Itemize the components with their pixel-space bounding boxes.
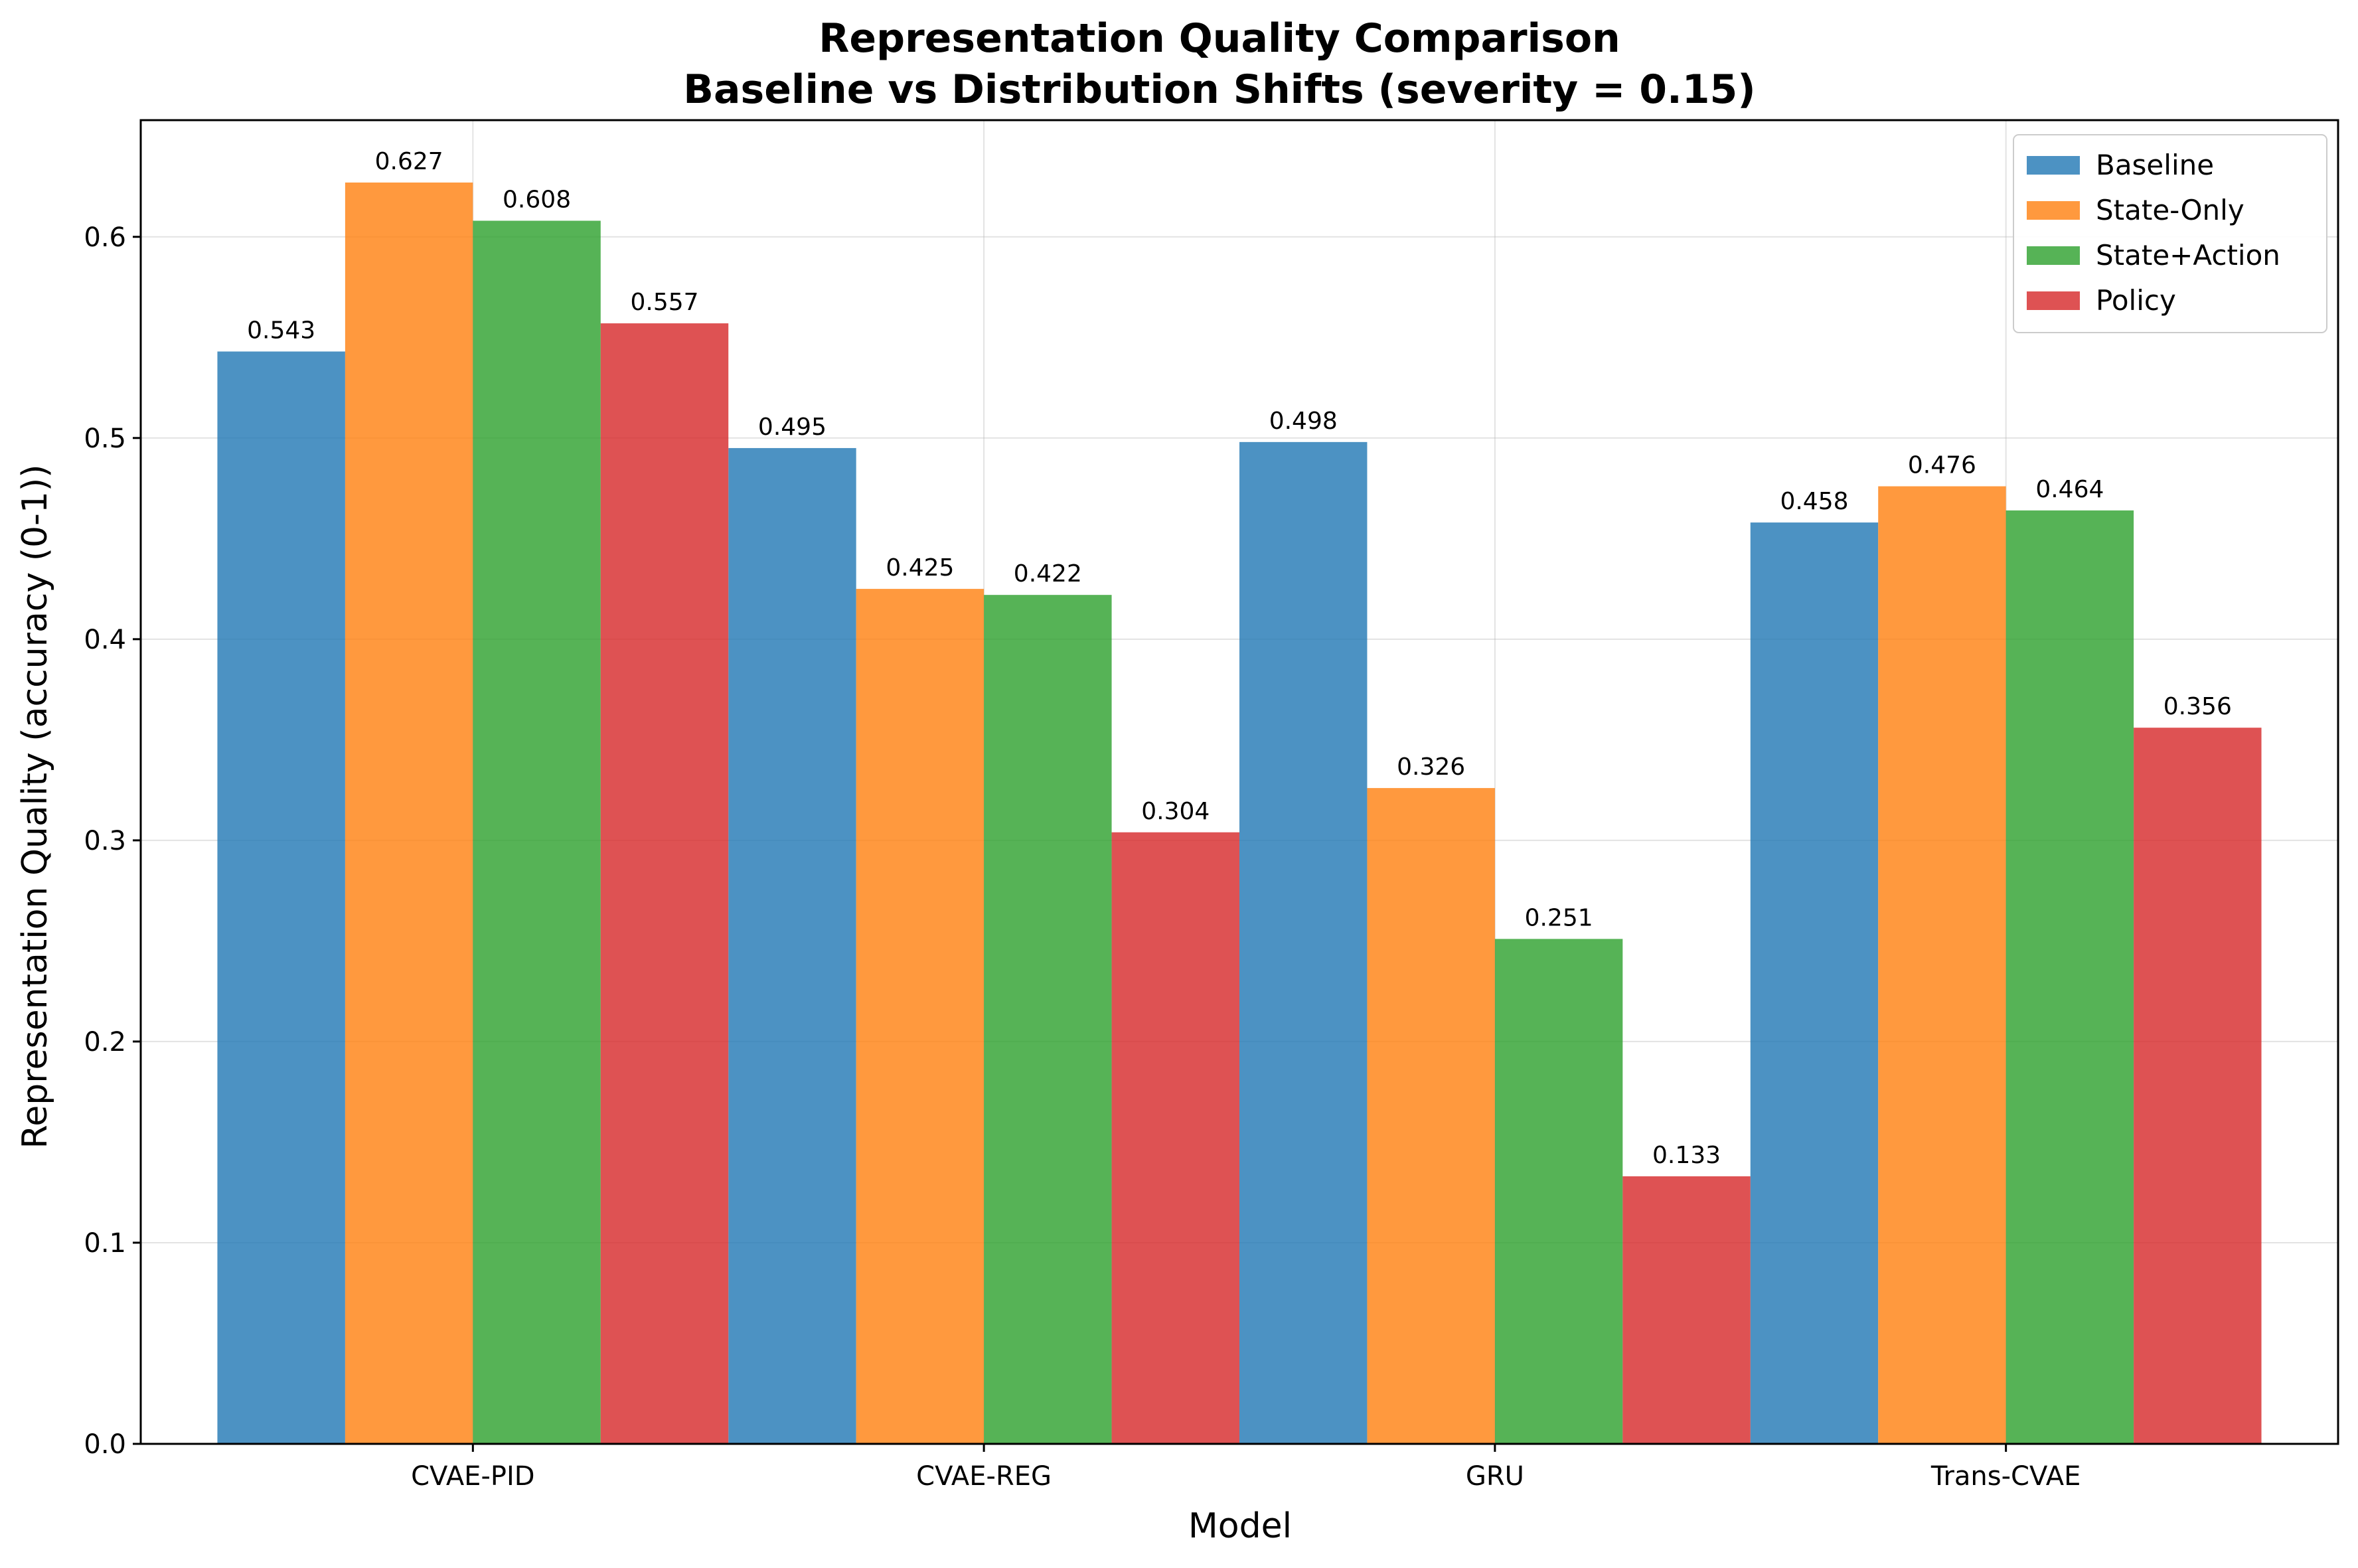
- legend-swatch: [2027, 156, 2080, 175]
- bar-value-label: 0.422: [1014, 560, 1082, 588]
- bar: [2005, 510, 2134, 1444]
- x-axis-ticks: CVAE-PID CVAE-REG GRU Trans-CVAE: [411, 1444, 2081, 1492]
- bar-value-label: 0.627: [375, 148, 443, 175]
- bar-value-label: 0.326: [1397, 753, 1465, 781]
- y-tick-label: 0.6: [84, 222, 126, 253]
- bar: [984, 595, 1112, 1444]
- bar-value-label: 0.458: [1780, 488, 1848, 515]
- y-tick-label: 0.4: [84, 625, 126, 655]
- bar: [345, 182, 473, 1444]
- bar: [728, 447, 856, 1445]
- y-axis-label: Representation Quality (accuracy (0-1)): [15, 464, 55, 1148]
- x-tick-label: Trans-CVAE: [1930, 1461, 2081, 1492]
- bar-value-label: 0.557: [630, 289, 698, 316]
- bar: [600, 323, 729, 1444]
- bar-value-label: 0.495: [758, 414, 826, 441]
- y-tick-label: 0.5: [84, 424, 126, 454]
- bar-value-label: 0.133: [1652, 1142, 1721, 1169]
- y-tick-label: 0.1: [84, 1228, 126, 1259]
- bar: [1367, 788, 1495, 1444]
- bar-value-label: 0.476: [1908, 452, 1976, 479]
- bar-value-label: 0.464: [2035, 476, 2104, 503]
- bar: [473, 220, 601, 1444]
- bar: [1111, 832, 1239, 1444]
- legend-label: State+Action: [2096, 239, 2280, 272]
- legend-swatch: [2027, 246, 2080, 265]
- bar-value-label: 0.356: [2163, 693, 2232, 720]
- bar-value-label: 0.608: [503, 187, 571, 214]
- chart-title-line2: Baseline vs Distribution Shifts (severit…: [683, 66, 1755, 113]
- bar-value-label: 0.251: [1525, 904, 1593, 931]
- bar: [1494, 939, 1623, 1444]
- data-labels: 0.543 0.495 0.498 0.458 0.627 0.425 0.326 0.476…: [247, 148, 2232, 1169]
- chart-title-line1: Representation Quality Comparison: [819, 15, 1620, 62]
- x-tick-label: CVAE-REG: [916, 1461, 1052, 1492]
- bar: [1622, 1176, 1751, 1444]
- bar: [2134, 728, 2262, 1444]
- bar: [856, 589, 984, 1445]
- legend-swatch: [2027, 201, 2080, 220]
- bar-value-label: 0.304: [1141, 798, 1210, 825]
- bar-value-label: 0.425: [886, 554, 954, 582]
- y-tick-label: 0.2: [84, 1027, 126, 1058]
- legend-label: Baseline: [2096, 149, 2214, 181]
- bars: [217, 182, 2262, 1445]
- x-tick-label: CVAE-PID: [411, 1461, 535, 1492]
- legend-label: Policy: [2096, 284, 2176, 317]
- bar: [1750, 522, 1879, 1444]
- y-axis-ticks: 0.0 0.1 0.2 0.3 0.4 0.5 0.6: [84, 222, 141, 1460]
- x-axis-label: Model: [1188, 1506, 1292, 1546]
- legend-box: [2013, 134, 2327, 333]
- legend-label: State-Only: [2096, 194, 2244, 226]
- plot-frame: [139, 119, 2339, 1445]
- legend: Baseline State-Only State+Action Policy: [2013, 134, 2327, 333]
- y-tick-label: 0.3: [84, 826, 126, 856]
- x-tick-label: GRU: [1466, 1461, 1524, 1492]
- legend-swatch: [2027, 291, 2080, 310]
- bar: [1878, 486, 2006, 1444]
- bar-value-label: 0.498: [1269, 408, 1338, 435]
- bar: [217, 351, 345, 1445]
- bar-value-label: 0.543: [247, 317, 315, 344]
- y-tick-label: 0.0: [84, 1429, 126, 1460]
- bar: [1239, 441, 1368, 1444]
